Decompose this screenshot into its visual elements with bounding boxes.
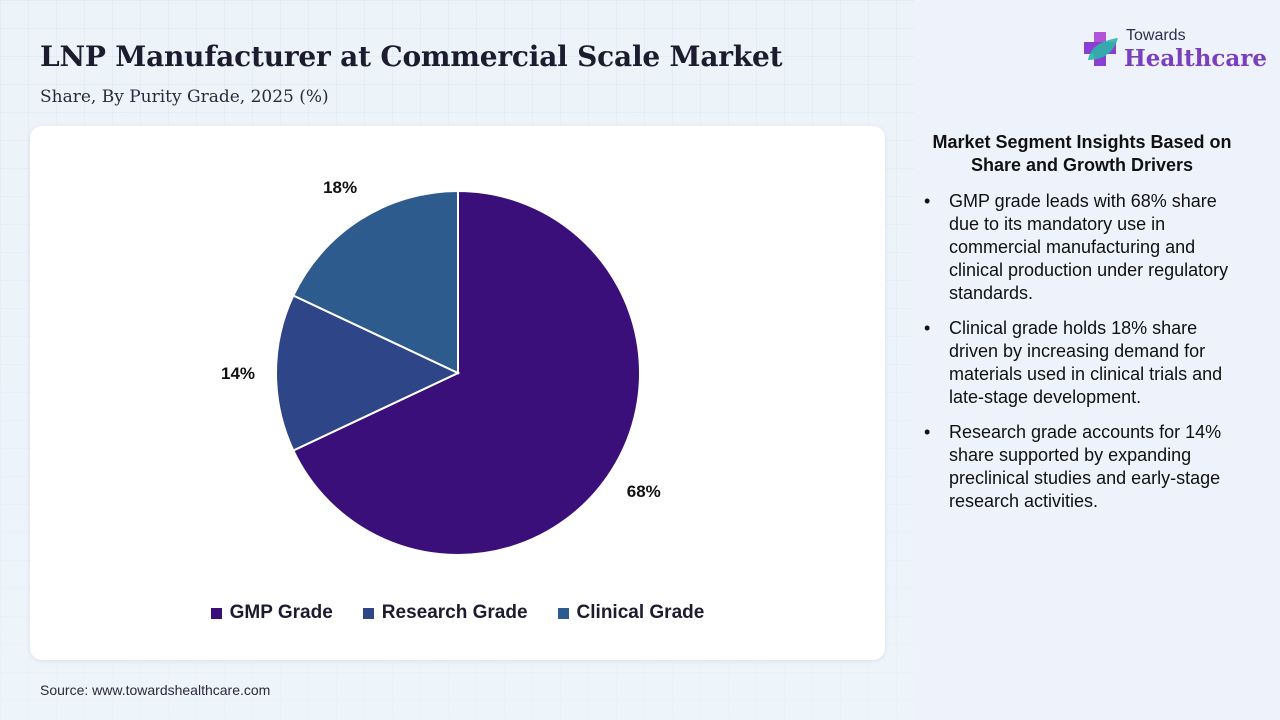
legend-swatch — [210, 607, 222, 619]
chart-legend: GMP Grade Research Grade Clinical Grade — [30, 602, 885, 624]
insights-title: Market Segment Insights Based on Share a… — [932, 132, 1232, 175]
pie-slice-clinical-grade — [291, 189, 459, 375]
source-note: Source: www.towardshealthcare.com — [40, 682, 271, 698]
insight-item: • Research grade accounts for 14% share s… — [924, 421, 1244, 513]
legend-swatch — [362, 607, 374, 619]
bullet-icon: • — [924, 191, 931, 211]
insight-item: • Clinical grade holds 18% share driven b… — [924, 317, 1244, 409]
chart-subtitle: Share, By Purity Grade, 2025 (%) — [40, 87, 329, 107]
legend-item: GMP Grade — [210, 602, 333, 624]
brand-logo[interactable]: Towards Healthcare — [1080, 28, 1267, 70]
data-label-gmp-grade: 68% — [627, 482, 661, 501]
data-label-research-grade: 14% — [221, 364, 255, 383]
legend-label: Research Grade — [381, 602, 528, 623]
insight-item: • GMP grade leads with 68% share due to i… — [924, 190, 1244, 305]
pie-chart: 68% 14% 18% — [221, 178, 661, 556]
pie-slice-research-grade — [275, 294, 461, 452]
legend-label: GMP Grade — [229, 602, 333, 623]
chart-card: 68% 14% 18% GMP Grade Research Grade Clinica… — [30, 126, 885, 660]
insights-list: • GMP grade leads with 68% share due to i… — [924, 190, 1244, 525]
insight-text: Clinical grade holds 18% share driven by… — [949, 318, 1223, 407]
insights-panel — [914, 0, 1280, 720]
health-cross-leaf-icon — [1084, 32, 1118, 66]
legend-swatch — [557, 607, 569, 619]
bullet-icon: • — [924, 318, 931, 338]
brand-name-top: Towards — [1126, 27, 1186, 44]
legend-item: Clinical Grade — [557, 602, 705, 624]
pie-slice-gmp-grade — [291, 189, 641, 556]
bullet-icon: • — [924, 422, 931, 442]
insight-text: GMP grade leads with 68% share due to it… — [949, 191, 1229, 303]
brand-name-bottom: Healthcare — [1124, 45, 1268, 72]
insight-text: Research grade accounts for 14% share su… — [949, 422, 1222, 511]
legend-label: Clinical Grade — [576, 602, 705, 623]
chart-title: LNP Manufacturer at Commercial Scale Mar… — [40, 40, 783, 73]
data-label-clinical-grade: 18% — [323, 178, 357, 197]
legend-item: Research Grade — [362, 602, 528, 624]
